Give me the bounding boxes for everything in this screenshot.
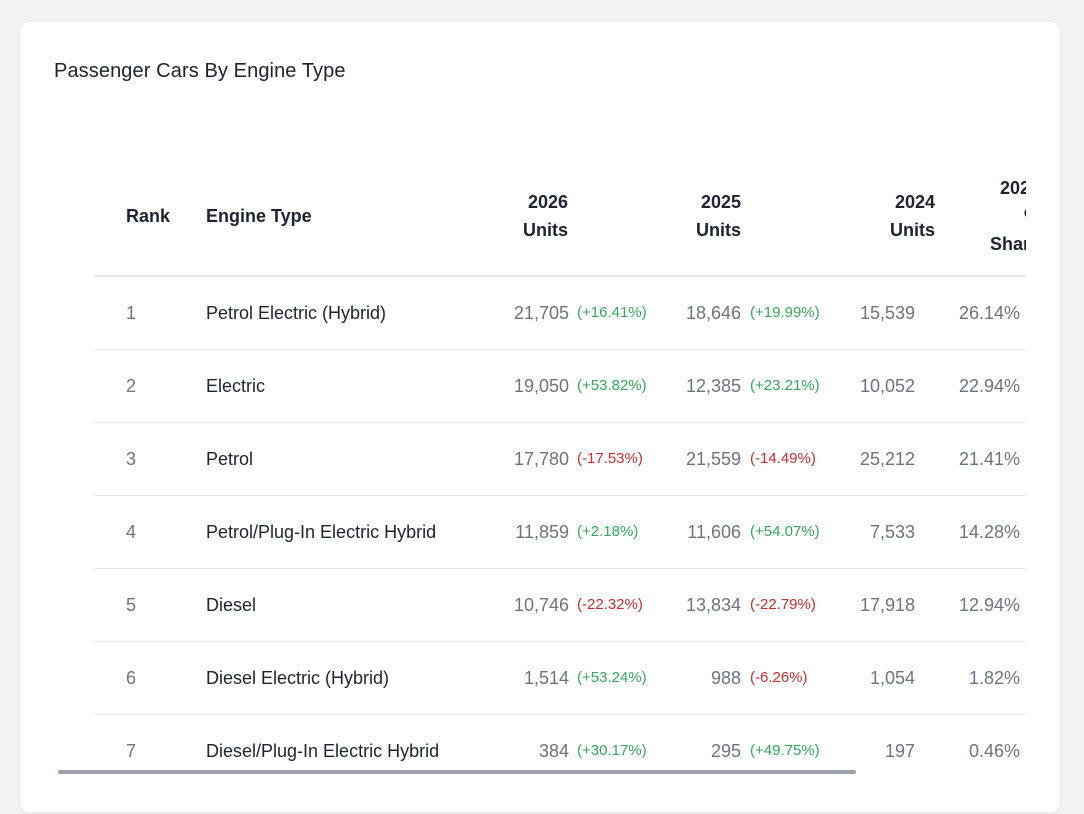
share-2026-cell: 14.28% xyxy=(958,522,1020,542)
rank-cell: 6 xyxy=(126,668,137,688)
change-2026-badge: (+53.24%) xyxy=(577,669,647,686)
share-2026-cell: 22.94% xyxy=(958,376,1020,396)
header-2026-year: 2026 xyxy=(527,192,568,212)
header-engine-type[interactable]: Engine Type xyxy=(206,206,312,226)
header-2026-units[interactable]: 2026 Units xyxy=(486,188,568,244)
engine-type-cell: Electric xyxy=(206,376,266,396)
rank-cell: 5 xyxy=(126,595,137,615)
change-2025-badge: (-22.79%) xyxy=(750,596,816,613)
change-2025-badge: (-6.26%) xyxy=(750,669,808,686)
table-row[interactable]: 5 Diesel 10,746 (-22.32%) 13,834 (-22.79%) 17,… xyxy=(94,569,1026,642)
table-row[interactable]: 2 Electric 19,050 (+53.82%) 12,385 (+23.21%) 1… xyxy=(94,350,1026,423)
header-2025-units-label: Units xyxy=(696,220,741,240)
change-2025-badge: (+23.21%) xyxy=(750,377,820,394)
header-2026-units-label: Units xyxy=(523,220,568,240)
header-2026-share[interactable]: 2026 % Share xyxy=(958,174,1026,258)
change-2025-badge: (+19.99%) xyxy=(750,304,820,321)
units-2025-cell: 12,385 xyxy=(685,376,741,396)
table-row[interactable]: 4 Petrol/Plug-In Electric Hybrid 11,859 (+2… xyxy=(94,496,1026,569)
header-share-percent: % xyxy=(958,202,1026,230)
units-2024-cell: 17,918 xyxy=(859,595,915,615)
header-2024-units[interactable]: 2024 Units xyxy=(853,188,935,244)
units-2026-cell: 17,780 xyxy=(513,449,569,469)
units-2024-cell: 7,533 xyxy=(869,522,915,542)
rank-cell: 3 xyxy=(126,449,137,469)
table-header: Rank Engine Type 2026 Units 2025 Units 2… xyxy=(94,162,1026,277)
units-2026-cell: 21,705 xyxy=(513,303,569,323)
table-row[interactable]: 6 Diesel Electric (Hybrid) 1,514 (+53.24%) 9… xyxy=(94,642,1026,715)
units-2024-cell: 1,054 xyxy=(869,668,915,688)
units-2025-cell: 18,646 xyxy=(685,303,741,323)
table-row[interactable]: 7 Diesel/Plug-In Electric Hybrid 384 (+30.1… xyxy=(94,715,1026,770)
rank-cell: 1 xyxy=(126,303,137,323)
change-2025-badge: (+54.07%) xyxy=(750,523,820,540)
change-2026-badge: (+16.41%) xyxy=(577,304,647,321)
units-2026-cell: 384 xyxy=(538,741,569,761)
engine-type-cell: Diesel/Plug-In Electric Hybrid xyxy=(206,741,440,761)
engine-type-cell: Petrol Electric (Hybrid) xyxy=(206,303,387,323)
header-2025-year: 2025 xyxy=(700,192,741,212)
engine-type-card: Passenger Cars By Engine Type Rank Engin… xyxy=(20,22,1060,812)
scrollbar-thumb[interactable] xyxy=(58,770,856,774)
rank-cell: 7 xyxy=(126,741,137,761)
share-2026-cell: 0.46% xyxy=(968,741,1020,761)
change-2026-badge: (+53.82%) xyxy=(577,377,647,394)
engine-type-cell: Petrol xyxy=(206,449,254,469)
change-2026-badge: (-22.32%) xyxy=(577,596,643,613)
units-2024-cell: 15,539 xyxy=(859,303,915,323)
units-2024-cell: 25,212 xyxy=(859,449,915,469)
change-2025-badge: (-14.49%) xyxy=(750,450,816,467)
units-2025-cell: 21,559 xyxy=(685,449,741,469)
engine-type-cell: Diesel Electric (Hybrid) xyxy=(206,668,390,688)
rank-cell: 2 xyxy=(126,376,137,396)
change-2026-badge: (-17.53%) xyxy=(577,450,643,467)
header-2024-year: 2024 xyxy=(894,192,935,212)
engine-type-cell: Petrol/Plug-In Electric Hybrid xyxy=(206,522,437,542)
units-2026-cell: 1,514 xyxy=(523,668,569,688)
rank-cell: 4 xyxy=(126,522,137,542)
units-2024-cell: 197 xyxy=(884,741,915,761)
header-rank[interactable]: Rank xyxy=(126,206,171,226)
change-2025-badge: (+49.75%) xyxy=(750,742,820,759)
engine-type-table[interactable]: Rank Engine Type 2026 Units 2025 Units 2… xyxy=(94,162,1026,770)
units-2026-cell: 19,050 xyxy=(513,376,569,396)
header-share-year: 2026 xyxy=(999,178,1026,198)
share-2026-cell: 1.82% xyxy=(968,668,1020,688)
units-2025-cell: 11,606 xyxy=(687,522,741,542)
units-2025-cell: 295 xyxy=(710,741,741,761)
table-row[interactable]: 3 Petrol 17,780 (-17.53%) 21,559 (-14.49%) 25,… xyxy=(94,423,1026,496)
header-share-label: Share xyxy=(989,234,1026,254)
units-2025-cell: 988 xyxy=(710,668,741,688)
table-row[interactable]: 1 Petrol Electric (Hybrid) 21,705 (+16.41%)… xyxy=(94,277,1026,350)
header-2025-units[interactable]: 2025 Units xyxy=(659,188,741,244)
change-2026-badge: (+2.18%) xyxy=(577,523,639,540)
share-2026-cell: 26.14% xyxy=(958,303,1020,323)
units-2025-cell: 13,834 xyxy=(685,595,741,615)
share-2026-cell: 12.94% xyxy=(958,595,1020,615)
units-2026-cell: 11,859 xyxy=(515,522,569,542)
engine-type-cell: Diesel xyxy=(206,595,257,615)
card-title: Passenger Cars By Engine Type xyxy=(54,60,346,82)
horizontal-scrollbar[interactable] xyxy=(58,770,1026,774)
share-2026-cell: 21.41% xyxy=(958,449,1020,469)
units-2026-cell: 10,746 xyxy=(513,595,569,615)
units-2024-cell: 10,052 xyxy=(859,376,915,396)
change-2026-badge: (+30.17%) xyxy=(577,742,647,759)
header-2024-units-label: Units xyxy=(890,220,935,240)
